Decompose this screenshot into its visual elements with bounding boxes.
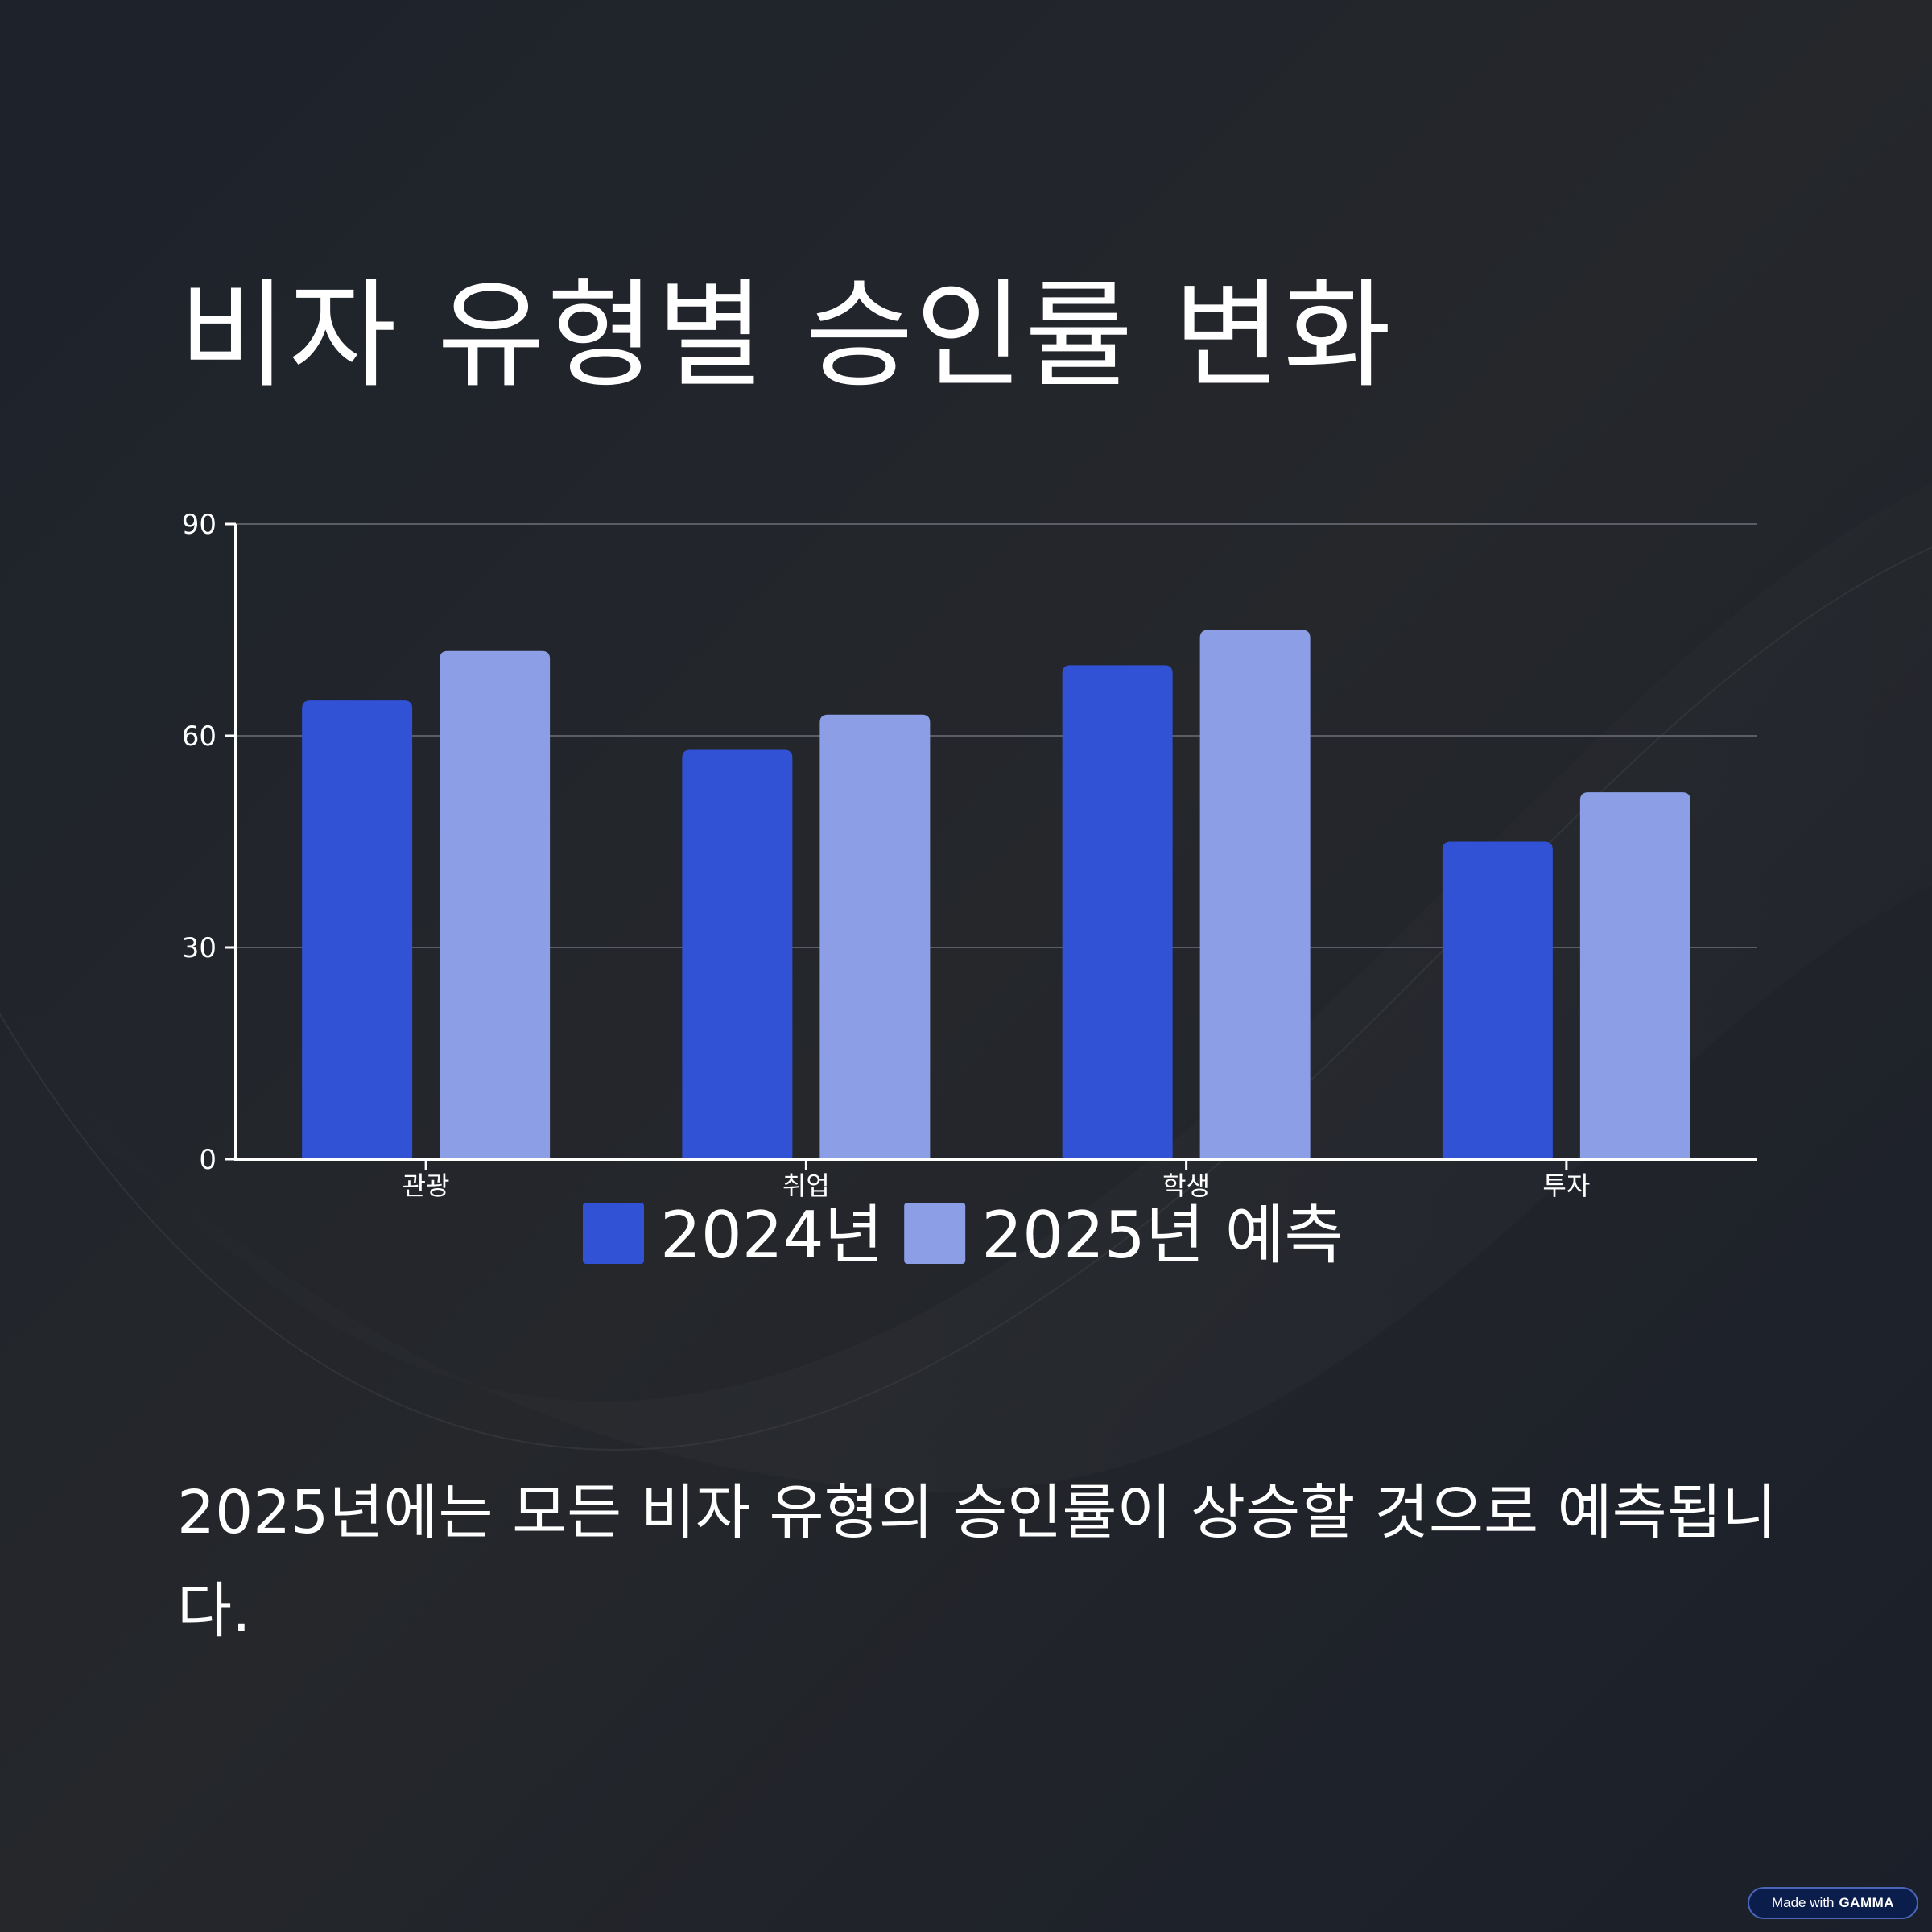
gamma-logo: GAMMA: [1839, 1895, 1895, 1910]
y-tick-label: 30: [182, 932, 217, 964]
badge-prefix: Made with: [1771, 1895, 1835, 1910]
bar-2025-1: [819, 714, 931, 1159]
legend-label-0: 2024년: [660, 1198, 883, 1273]
x-tick-label: 학생: [1162, 1170, 1210, 1201]
legend-label-1: 2025년 예측: [981, 1198, 1344, 1273]
bar-2024-1: [682, 749, 793, 1159]
slide-caption: 2025년에는 모든 비자 유형의 승인률이 상승할 것으로 예측됩니다.: [177, 1478, 1777, 1645]
chart-bars: [302, 630, 1690, 1159]
x-tick-label: 취업: [782, 1170, 830, 1201]
y-tick-label: 60: [182, 720, 217, 753]
bar-2025-2: [1199, 630, 1311, 1159]
chart-axes: [225, 522, 1757, 1170]
bar-2024-0: [302, 700, 413, 1159]
background-wave: [0, 483, 1932, 1492]
legend-swatch-0: [583, 1203, 644, 1264]
bar-2025-0: [440, 650, 551, 1159]
bar-2025-3: [1579, 792, 1690, 1159]
x-tick-label: 관광: [402, 1170, 450, 1201]
bar-2024-3: [1442, 841, 1553, 1159]
y-tick-label: 0: [199, 1144, 217, 1176]
page-title: 비자 유형별 승인률 변화: [179, 267, 1393, 404]
made-with-gamma-badge[interactable]: Made with GAMMA: [1748, 1887, 1918, 1919]
x-tick-label: 투자: [1542, 1170, 1590, 1201]
chart-legend: 2024년 2025년 예측: [583, 1198, 1344, 1273]
bar-2024-2: [1062, 665, 1173, 1159]
chart-labels: 0 30 60 90 관광 취업 학생 투자: [182, 509, 1591, 1201]
legend-swatch-1: [904, 1203, 966, 1264]
background-wave-line: [0, 547, 1932, 1451]
y-tick-label: 90: [182, 509, 217, 541]
